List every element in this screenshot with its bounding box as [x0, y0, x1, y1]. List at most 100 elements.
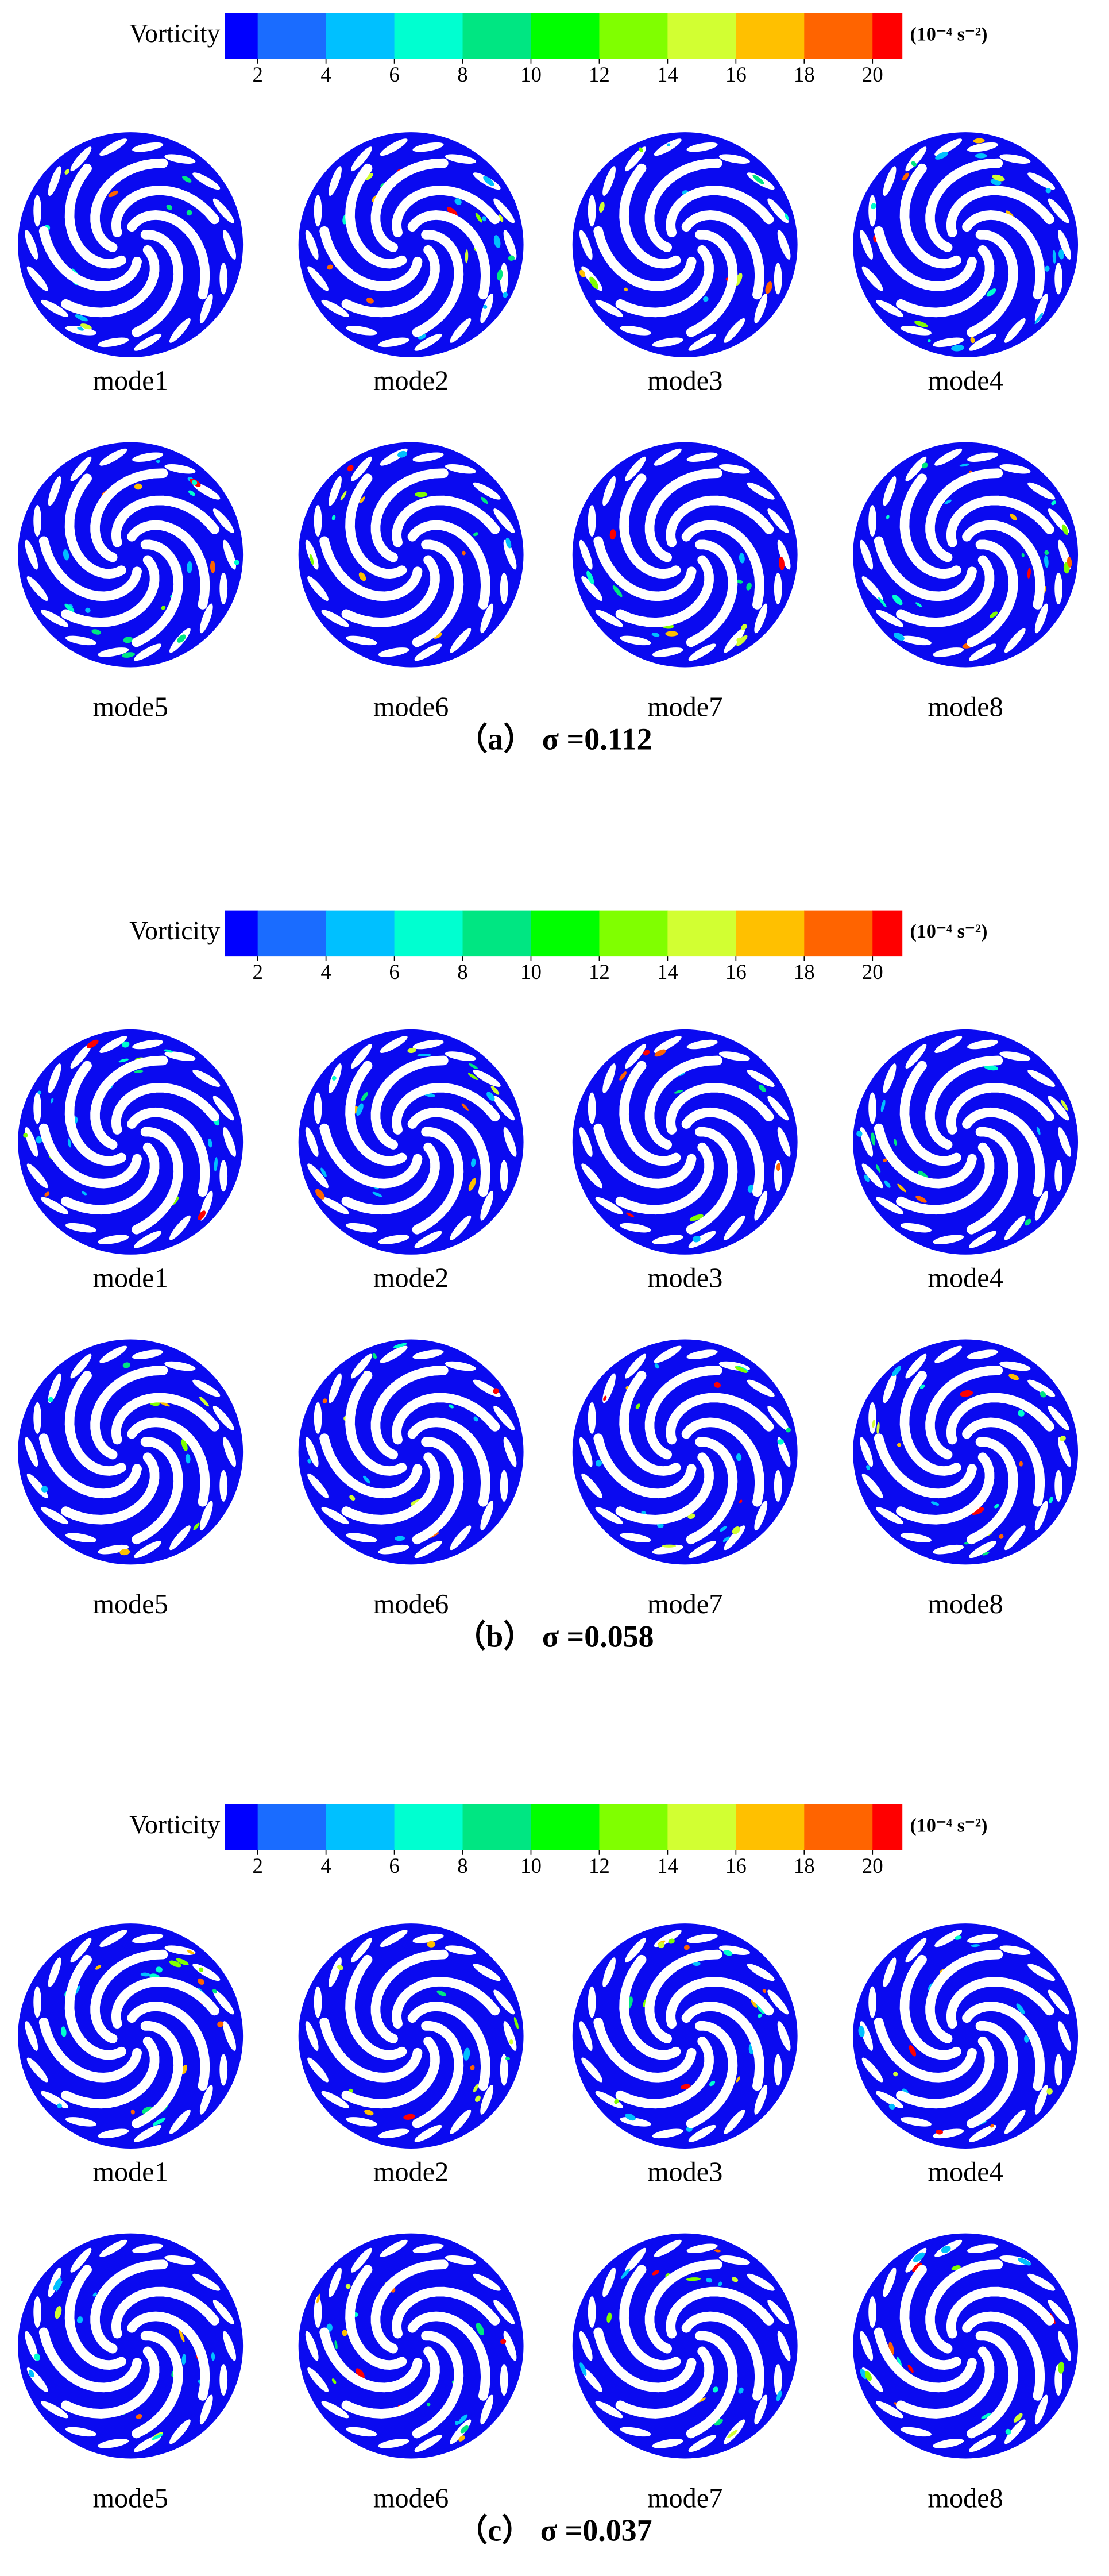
vorticity-speck — [363, 1475, 370, 1484]
guide-vane — [579, 1437, 593, 1467]
vorticity-speck — [454, 198, 462, 205]
vorticity-speck — [654, 1049, 666, 1057]
vorticity-speck — [169, 1960, 181, 1968]
guide-vane — [199, 603, 213, 634]
guide-vane — [378, 647, 409, 657]
vorticity-speck — [858, 2026, 865, 2037]
vorticity-speck — [612, 585, 623, 597]
vorticity-speck — [625, 2113, 636, 2121]
guide-vane — [33, 1986, 42, 2018]
guide-vane — [1004, 318, 1026, 343]
guide-vane — [969, 2435, 997, 2452]
guide-vane — [774, 573, 782, 604]
guide-vane — [500, 1470, 508, 1502]
vorticity-speck — [1005, 2428, 1011, 2435]
guide-vane — [219, 263, 228, 295]
vorticity-speck — [897, 1183, 906, 1193]
guide-vane — [500, 2364, 508, 2396]
impeller-contour — [298, 1923, 524, 2149]
vorticity-speck — [505, 537, 512, 549]
colorbar-swatch — [225, 1804, 258, 1850]
guide-vane — [883, 1373, 897, 1403]
impeller-contour — [853, 132, 1079, 357]
impeller-blade — [61, 555, 160, 627]
vorticity-speck — [999, 1534, 1004, 1539]
guide-vane — [724, 628, 745, 653]
guide-vane — [876, 610, 904, 627]
colorbar-tick-label: 6 — [389, 960, 399, 984]
impeller-blade — [345, 2265, 407, 2370]
impeller-blade — [967, 2331, 1018, 2439]
vorticity-speck — [786, 1428, 791, 1433]
vorticity-speck — [994, 1503, 999, 1509]
guide-vane — [861, 1163, 883, 1189]
vorticity-speck — [1016, 2003, 1025, 2014]
impeller-blade — [370, 468, 449, 562]
impeller-blade — [370, 2259, 449, 2354]
vorticity-speck — [179, 2329, 185, 2343]
vorticity-speck — [1027, 568, 1031, 579]
vorticity-speck — [872, 1420, 875, 1428]
guide-vane — [718, 2255, 750, 2265]
vorticity-speck — [334, 2340, 338, 2350]
mode-label: mode4 — [928, 1263, 1003, 1293]
vorticity-speck — [156, 460, 160, 464]
impeller-blade — [899, 1954, 961, 2060]
colorbar-tick-label: 2 — [252, 63, 262, 86]
vorticity-speck — [776, 1163, 781, 1171]
guide-vane — [860, 539, 874, 570]
guide-vane — [503, 230, 517, 260]
vorticity-speck — [864, 1174, 870, 1182]
vorticity-speck — [860, 2369, 867, 2380]
guide-vane — [654, 2239, 682, 2257]
guide-vane — [48, 166, 61, 196]
guide-vane — [718, 1051, 750, 1061]
vorticity-speck — [490, 1085, 500, 1095]
impeller-blade — [64, 473, 126, 579]
vorticity-speck — [1061, 524, 1068, 535]
guide-vane — [900, 326, 932, 336]
guide-vane — [1054, 1470, 1062, 1502]
vorticity-speck — [1061, 1100, 1068, 1111]
impeller-blade — [925, 1055, 1003, 1150]
guide-vane — [378, 1544, 409, 1555]
impeller-blade — [319, 226, 423, 291]
impeller-blade — [967, 2020, 1018, 2128]
guide-vane — [346, 635, 377, 646]
guide-vane — [500, 2054, 508, 2086]
guide-vane — [1034, 603, 1048, 634]
vorticity-speck — [736, 637, 741, 642]
vorticity-speck — [712, 2386, 718, 2393]
guide-vane — [65, 1533, 97, 1542]
impeller-blade — [967, 539, 1018, 647]
impeller-blade — [412, 2020, 464, 2128]
vorticity-speck — [736, 635, 748, 646]
colorbar-tick-label: 2 — [252, 1854, 262, 1877]
guide-vane — [41, 1197, 69, 1214]
vorticity-speck — [95, 1965, 102, 1970]
guide-vane — [26, 576, 48, 601]
guide-vane — [1048, 1405, 1069, 1430]
vorticity-speck — [757, 2014, 763, 2018]
guide-vane — [445, 1051, 476, 1061]
guide-vane — [380, 138, 408, 156]
vorticity-speck — [1058, 249, 1064, 260]
vorticity-speck — [741, 624, 747, 630]
vorticity-speck — [635, 1403, 640, 1409]
impeller-blade — [392, 1083, 500, 1135]
guide-vane — [493, 198, 515, 223]
colorbar-swatch — [736, 1804, 805, 1850]
guide-vane — [774, 263, 782, 295]
guide-vane — [380, 1036, 408, 1053]
guide-vane — [581, 1473, 603, 1498]
guide-vane — [868, 1402, 876, 1434]
impeller-contour — [853, 1029, 1079, 1255]
impeller-blade — [962, 2002, 1045, 2091]
vorticity-speck — [911, 161, 917, 167]
guide-vane — [314, 505, 322, 537]
guide-vane — [25, 539, 38, 570]
guide-vane — [767, 1405, 789, 1430]
impeller-blade — [341, 1452, 440, 1525]
mode-label: mode3 — [647, 2157, 722, 2187]
guide-vane — [905, 1938, 927, 1963]
